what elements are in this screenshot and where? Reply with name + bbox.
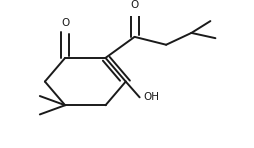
Text: O: O xyxy=(131,0,139,10)
Text: O: O xyxy=(61,18,69,28)
Text: OH: OH xyxy=(144,92,160,102)
